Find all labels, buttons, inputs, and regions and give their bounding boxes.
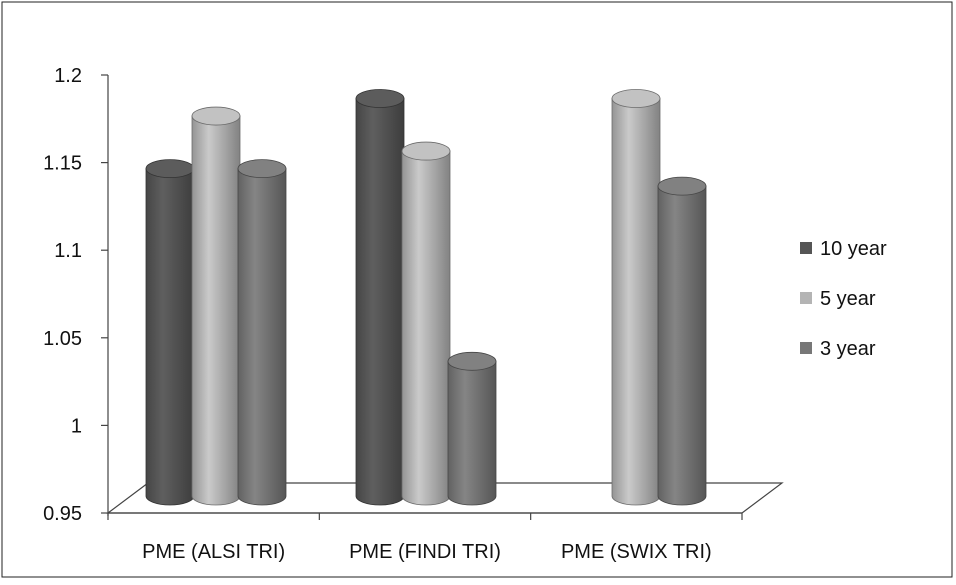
y-tick-label: 1.1 xyxy=(54,240,82,262)
bar xyxy=(657,176,707,506)
bar-body xyxy=(145,168,195,506)
bar-cap xyxy=(237,159,287,179)
y-tick-label: 1.05 xyxy=(43,328,82,350)
y-tick-label: 1.15 xyxy=(43,153,82,175)
bar-body xyxy=(237,168,287,506)
bar xyxy=(447,351,497,506)
bar xyxy=(611,89,661,506)
legend: 10 year 5 year 3 year xyxy=(800,238,887,360)
bar xyxy=(191,106,241,506)
bar-body xyxy=(191,115,241,506)
y-tick-label: 0.95 xyxy=(43,503,82,525)
legend-swatch xyxy=(800,342,812,354)
x-tick-label: PME (FINDI TRI) xyxy=(349,541,501,563)
bar-body xyxy=(611,98,661,506)
bar-body xyxy=(657,185,707,506)
legend-label: 3 year xyxy=(820,338,876,360)
x-tick-label: PME (SWIX TRI) xyxy=(561,541,712,563)
legend-swatch xyxy=(800,292,812,304)
bar-cap xyxy=(611,89,661,108)
legend-label: 5 year xyxy=(820,288,876,310)
x-tick-label: PME (ALSI TRI) xyxy=(142,541,285,563)
bar-cap xyxy=(401,141,451,161)
bar-body xyxy=(401,150,451,506)
y-tick-labels: 0.95 1 1.05 1.1 1.15 1.2 xyxy=(43,65,82,525)
bar xyxy=(401,141,451,506)
legend-swatch xyxy=(800,242,812,254)
bars-group xyxy=(145,89,707,506)
y-tick-label: 1 xyxy=(71,415,82,437)
bar xyxy=(355,89,405,506)
legend-label: 10 year xyxy=(820,238,887,260)
bar-body xyxy=(355,98,405,506)
y-tick-label: 1.2 xyxy=(54,65,82,87)
x-tick-labels: PME (ALSI TRI) PME (FINDI TRI) PME (SWIX T… xyxy=(142,541,712,563)
bar-cap xyxy=(191,106,241,126)
bar-cap xyxy=(355,89,405,108)
bar xyxy=(237,159,287,506)
bar-cap xyxy=(447,351,497,371)
chart-axes xyxy=(101,74,743,520)
bar-body xyxy=(447,360,497,506)
bar-cap xyxy=(145,159,195,179)
bar xyxy=(145,159,195,506)
bar-cap xyxy=(657,176,707,196)
